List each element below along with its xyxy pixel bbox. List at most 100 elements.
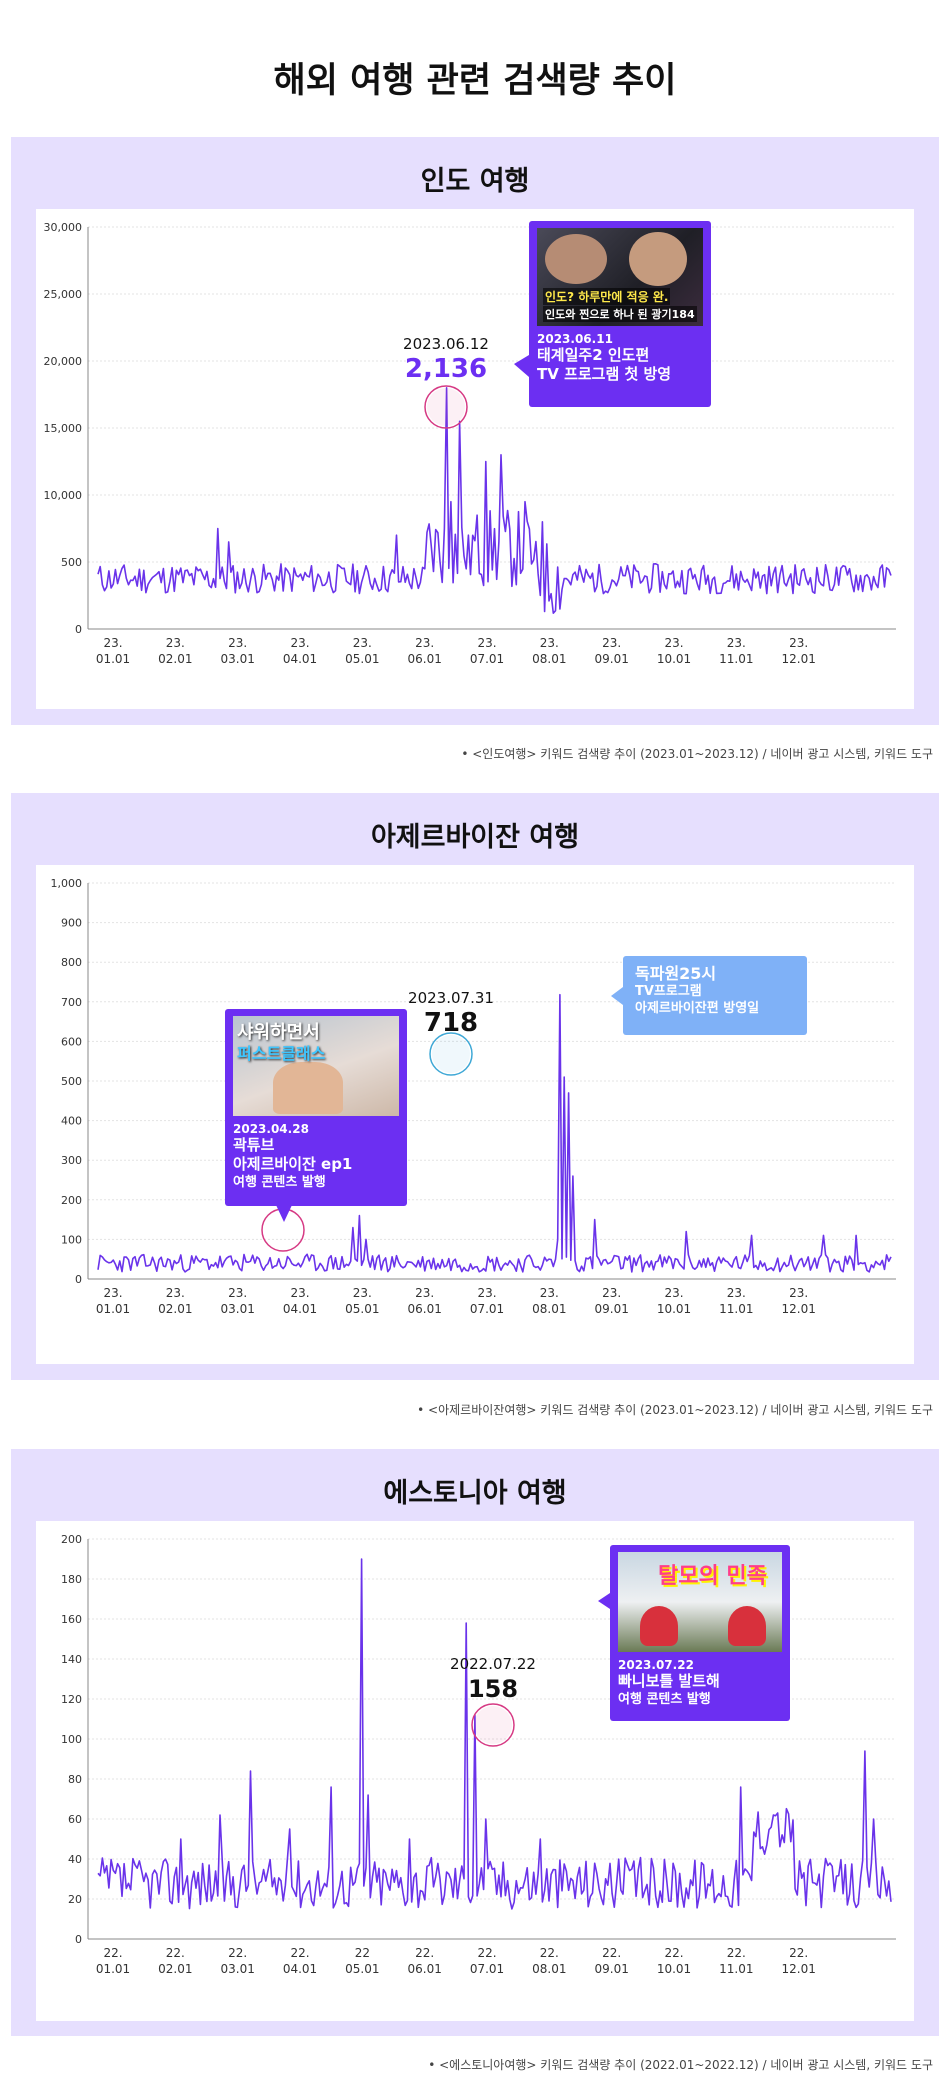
y-tick-label: 15,000 — [44, 422, 83, 435]
x-tick-label: 22 — [355, 1946, 370, 1960]
peak-value-label: 158 — [468, 1675, 518, 1703]
callout-line: TV프로그램 — [635, 984, 702, 999]
y-tick-label: 1,000 — [51, 877, 83, 890]
peak-highlight-fill — [432, 1035, 470, 1073]
y-tick-label: 10,000 — [44, 489, 83, 502]
callout-pointer — [598, 1593, 610, 1609]
y-tick-label: 900 — [61, 917, 82, 930]
x-tick-label: 06.01 — [407, 1962, 441, 1976]
source-note: • <아제르바이잔여행> 키워드 검색량 추이 (2023.01~2023.12… — [417, 1403, 933, 1417]
peak-highlight-circle — [424, 385, 468, 429]
y-tick-label: 200 — [61, 1533, 82, 1546]
thumbnail-caption: 샤워하면서 — [237, 1022, 320, 1043]
x-tick-label: 23. — [789, 1286, 808, 1300]
event-callout: 탈모의 민족 2023.07.22 빠니보틀 발트해 여행 콘텐츠 발행 — [610, 1545, 790, 1721]
callout-pointer — [611, 987, 623, 1005]
x-tick-label: 03.01 — [220, 1962, 254, 1976]
x-tick-label: 09.01 — [594, 1302, 628, 1316]
chart-panel-india: 인도 여행 0 500 10,000 15,000 20,000 25,000 30,000… — [11, 137, 939, 725]
peak-highlight-fill — [474, 1706, 512, 1744]
callout-line: TV 프로그램 첫 방영 — [537, 365, 672, 383]
x-tick-label: 23. — [727, 1286, 746, 1300]
event-callout: 독파원25시 TV프로그램 아제르바이잔편 방영일 — [623, 956, 807, 1035]
x-tick-label: 23. — [166, 636, 185, 650]
x-tick-label: 23. — [228, 1286, 247, 1300]
chart-card: 0 500 10,000 15,000 20,000 25,000 30,000 23. 01.… — [36, 209, 914, 709]
x-tick-label: 05.01 — [345, 1302, 379, 1316]
callout-line: 빠니보틀 발트해 — [618, 1672, 720, 1690]
x-tick-label: 02.01 — [158, 652, 192, 666]
x-tick-label: 09.01 — [594, 1962, 628, 1976]
y-tick-label: 500 — [61, 1075, 82, 1088]
thumbnail-caption: 인도와 찐으로 하나 된 광기184 — [543, 306, 697, 322]
event-callout: 샤워하면서 퍼스트클래스 2023.04.28 곽튜브 아제르바이잔 ep1 여… — [225, 1009, 407, 1206]
x-tick-label: 23. — [103, 1286, 122, 1300]
x-tick-label: 23. — [166, 1286, 185, 1300]
y-tick-label: 0 — [75, 1273, 82, 1286]
x-tick-label: 23. — [477, 1286, 496, 1300]
peak-highlight-circle — [429, 1032, 473, 1076]
x-tick-label: 08.01 — [532, 1302, 566, 1316]
x-tick-label: 22. — [664, 1946, 683, 1960]
y-tick-label: 400 — [61, 1115, 82, 1128]
callout-line: 태계일주2 인도편 — [537, 346, 650, 364]
x-tick-label: 02.01 — [158, 1962, 192, 1976]
x-tick-label: 23. — [540, 636, 559, 650]
x-tick-label: 06.01 — [407, 652, 441, 666]
x-tick-label: 04.01 — [283, 1962, 317, 1976]
x-tick-label: 22. — [540, 1946, 559, 1960]
x-tick-label: 23. — [103, 636, 122, 650]
thumbnail-caption: 탈모의 민족 — [658, 1564, 767, 1589]
callout-date: 2023.06.11 — [537, 332, 613, 346]
x-tick-label: 22. — [477, 1946, 496, 1960]
x-tick-label: 22. — [290, 1946, 309, 1960]
chart-panel-estonia: 에스토니아 여행 0 20 40 60 80 100 120 140 160 180 200 22. 0… — [11, 1449, 939, 2036]
chart-title: 에스토니아 여행 — [383, 1478, 567, 1509]
y-tick-label: 20,000 — [44, 355, 83, 368]
x-tick-label: 04.01 — [283, 1302, 317, 1316]
line-chart: 0 20 40 60 80 100 120 140 160 180 200 22. 01.01 22. 02… — [61, 1533, 896, 1976]
peak-value-label: 2,136 — [405, 354, 487, 384]
thumbnail-caption: 인도? 하루만에 적응 완. — [543, 288, 671, 305]
callout-date: 2023.04.28 — [233, 1122, 309, 1136]
callout-line: 곽튜브 — [233, 1136, 275, 1154]
video-thumbnail: 샤워하면서 퍼스트클래스 — [233, 1016, 399, 1116]
x-tick-label: 11.01 — [719, 652, 753, 666]
y-tick-label: 300 — [61, 1154, 82, 1167]
source-note: • <인도여행> 키워드 검색량 추이 (2023.01~2023.12) / … — [461, 747, 933, 761]
video-thumbnail: 인도? 하루만에 적응 완. 인도와 찐으로 하나 된 광기184 — [537, 228, 703, 326]
x-tick-label: 06.01 — [407, 1302, 441, 1316]
event-callout: 인도? 하루만에 적응 완. 인도와 찐으로 하나 된 광기184 2023.0… — [529, 221, 711, 407]
y-tick-label: 60 — [68, 1813, 82, 1826]
callout-line: 아제르바이잔 ep1 — [233, 1155, 353, 1173]
y-tick-label: 700 — [61, 996, 82, 1009]
callout-line: 독파원25시 — [635, 964, 717, 983]
source-note: • <에스토니아여행> 키워드 검색량 추이 (2022.01~2022.12)… — [428, 2058, 933, 2072]
x-tick-label: 11.01 — [719, 1302, 753, 1316]
x-tick-label: 23. — [228, 636, 247, 650]
x-tick-label: 22. — [166, 1946, 185, 1960]
y-tick-label: 500 — [61, 556, 82, 569]
series-line — [97, 993, 892, 1273]
y-tick-label: 20 — [68, 1893, 82, 1906]
line-chart: 0 500 10,000 15,000 20,000 25,000 30,000 23. 01.… — [44, 221, 896, 666]
chart-title: 인도 여행 — [420, 166, 530, 197]
y-tick-label: 25,000 — [44, 288, 83, 301]
x-tick-label: 10.01 — [657, 652, 691, 666]
x-tick-label: 01.01 — [96, 1302, 130, 1316]
peak-date-label: 2023.06.12 — [403, 335, 489, 353]
x-tick-label: 07.01 — [470, 1302, 504, 1316]
x-tick-label: 22. — [103, 1946, 122, 1960]
x-tick-label: 22. — [789, 1946, 808, 1960]
x-tick-label: 09.01 — [594, 652, 628, 666]
x-tick-label: 23. — [540, 1286, 559, 1300]
x-tick-label: 11.01 — [719, 1962, 753, 1976]
x-tick-label: 23. — [602, 1286, 621, 1300]
x-tick-label: 23. — [353, 636, 372, 650]
y-tick-label: 180 — [61, 1573, 82, 1586]
thumbnail-caption: 퍼스트클래스 — [237, 1044, 326, 1063]
x-tick-label: 08.01 — [532, 652, 566, 666]
x-tick-label: 12.01 — [781, 1962, 815, 1976]
x-tick-label: 12.01 — [781, 1302, 815, 1316]
x-tick-label: 02.01 — [158, 1302, 192, 1316]
